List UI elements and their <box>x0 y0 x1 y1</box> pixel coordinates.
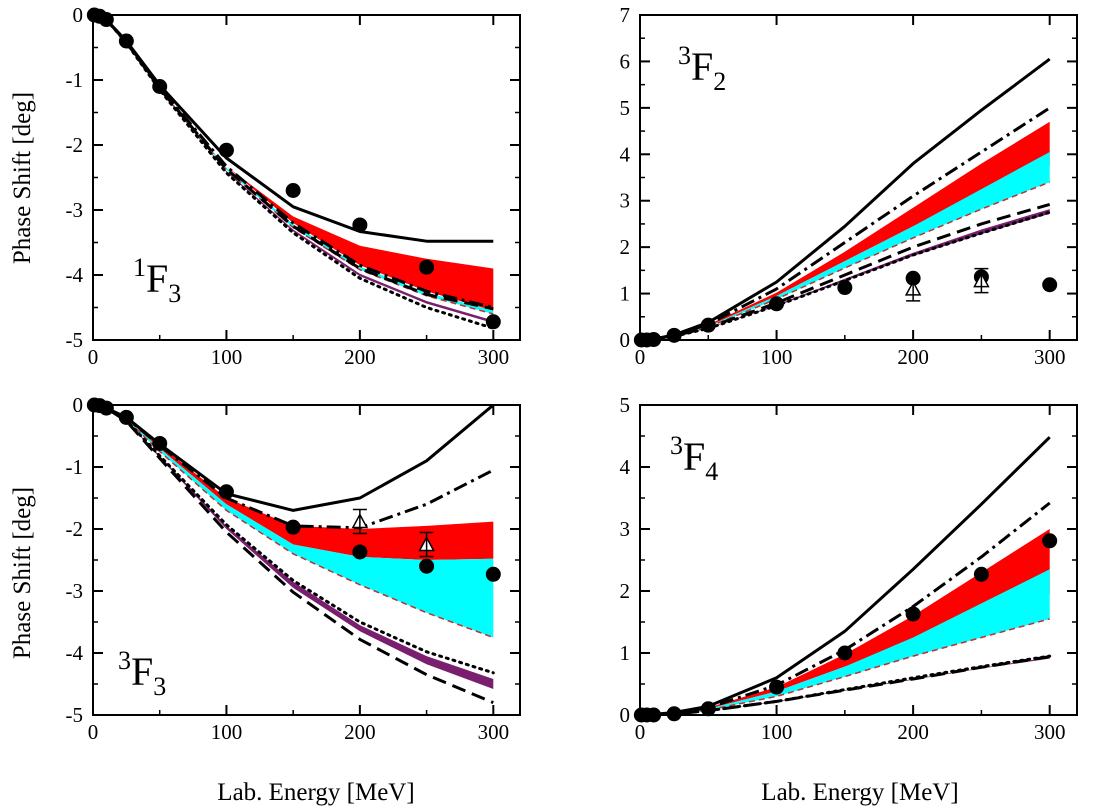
x-tick-label: 300 <box>478 345 510 369</box>
y-tick-label: 3 <box>620 517 631 541</box>
y-tick-label: 4 <box>620 142 631 166</box>
series-line-dotted <box>93 405 495 675</box>
data-point <box>152 435 168 451</box>
error-bar <box>352 508 367 535</box>
x-tick-label: 100 <box>761 345 793 369</box>
data-point <box>769 679 785 695</box>
series-line-solid <box>93 405 495 512</box>
x-tick-label: 0 <box>635 345 646 369</box>
data-point <box>837 280 853 296</box>
y-tick-label: 0 <box>620 703 631 727</box>
data-point <box>152 79 168 94</box>
error-bar <box>419 531 434 558</box>
band-purple <box>640 209 1050 340</box>
panel-3F4: 0 100 200 300 0 1 2 3 4 5 3F4 <box>620 393 1078 744</box>
data-point <box>419 259 435 275</box>
band-upper <box>93 15 494 311</box>
x-tick-label: 0 <box>635 720 646 744</box>
x-tick-label: 200 <box>344 345 376 369</box>
data-point <box>485 566 501 582</box>
data-point <box>666 706 682 722</box>
y-tick-label: 2 <box>620 579 631 603</box>
x-tick-label: 200 <box>344 720 376 744</box>
y-tick-label: -3 <box>66 579 84 603</box>
y-tick-label: -4 <box>66 263 84 287</box>
x-tick-label: 300 <box>478 720 510 744</box>
data-point <box>118 409 134 425</box>
x-tick-label: 200 <box>897 345 929 369</box>
series-line-dashed <box>640 202 1051 340</box>
series-line-dashdot <box>640 106 1051 340</box>
x-tick-label: 300 <box>1034 720 1066 744</box>
y-tick-label: 0 <box>73 393 84 417</box>
x-tick-label: 100 <box>761 720 793 744</box>
band-upper <box>93 405 494 560</box>
x-axis-title-right: Lab. Energy [MeV] <box>761 779 958 806</box>
data-point <box>485 314 501 330</box>
y-tick-label: -3 <box>66 198 84 222</box>
error-bar <box>906 276 921 302</box>
y-tick-label: -4 <box>66 641 84 665</box>
data-point <box>285 519 301 535</box>
error-bar <box>974 267 989 294</box>
y-tick-label: -1 <box>66 455 84 479</box>
data-point <box>700 701 716 717</box>
x-tick-label: 200 <box>897 720 929 744</box>
y-tick-label: 6 <box>620 49 631 73</box>
y-tick-label: 5 <box>620 393 631 417</box>
data-point <box>118 33 134 49</box>
data-point <box>98 400 114 416</box>
data-point <box>700 317 716 333</box>
y-tick-label: -2 <box>66 133 84 157</box>
series-line-solid <box>93 15 494 243</box>
y-tick-label: 5 <box>620 96 631 120</box>
data-point <box>419 558 435 574</box>
y-axis-title-bottom: Phase Shift [deg] <box>9 487 36 659</box>
y-tick-label: -2 <box>66 517 84 541</box>
series-line-dotted <box>93 15 495 330</box>
panel-label: 1F3 <box>133 253 181 308</box>
panel-label: 3F3 <box>118 646 166 701</box>
series-line-dashdot <box>93 15 494 309</box>
data-point <box>837 645 853 661</box>
panel-label: 3F2 <box>678 41 726 96</box>
x-tick-label: 0 <box>88 345 99 369</box>
y-tick-label: -5 <box>66 703 84 727</box>
y-tick-label: 7 <box>620 3 631 27</box>
panel-3F2: 0 100 200 300 0 1 2 3 4 5 6 7 3F2 <box>620 3 1078 369</box>
y-tick-label: 0 <box>73 3 84 27</box>
plot-area-1F3 <box>93 15 495 330</box>
panel-3F3: 0 100 200 300 -5 -4 -3 -2 -1 0 3F3 <box>66 393 521 744</box>
plot-area-3F2 <box>640 57 1052 340</box>
x-tick-label: 100 <box>211 720 243 744</box>
data-point <box>218 142 234 158</box>
y-tick-label: 1 <box>620 641 631 665</box>
y-tick-label: -1 <box>66 68 84 92</box>
data-point <box>973 566 989 582</box>
band-lower <box>93 405 494 638</box>
panel-label: 3F4 <box>670 431 718 486</box>
y-tick-label: 2 <box>620 235 631 259</box>
y-axis-title-top: Phase Shift [deg] <box>9 92 36 264</box>
x-axis-title-left: Lab. Energy [MeV] <box>217 779 414 806</box>
x-tick-label: 100 <box>211 345 243 369</box>
y-tick-label: 1 <box>620 282 631 306</box>
data-point <box>769 296 785 312</box>
data-point <box>1042 533 1058 549</box>
y-tick-label: -5 <box>66 328 84 352</box>
data-point <box>352 217 368 233</box>
x-tick-label: 300 <box>1034 345 1066 369</box>
y-tick-label: 4 <box>620 455 631 479</box>
data-point <box>352 544 368 560</box>
panel-1F3: 0 100 200 300 -5 -4 -3 -2 -1 0 1F3 <box>66 3 521 369</box>
data-point <box>905 606 921 622</box>
x-tick-label: 0 <box>88 720 99 744</box>
data-point <box>1042 277 1058 293</box>
data-point <box>218 484 234 500</box>
data-point <box>285 183 301 198</box>
y-tick-label: 0 <box>620 328 631 352</box>
y-tick-label: 3 <box>620 189 631 213</box>
